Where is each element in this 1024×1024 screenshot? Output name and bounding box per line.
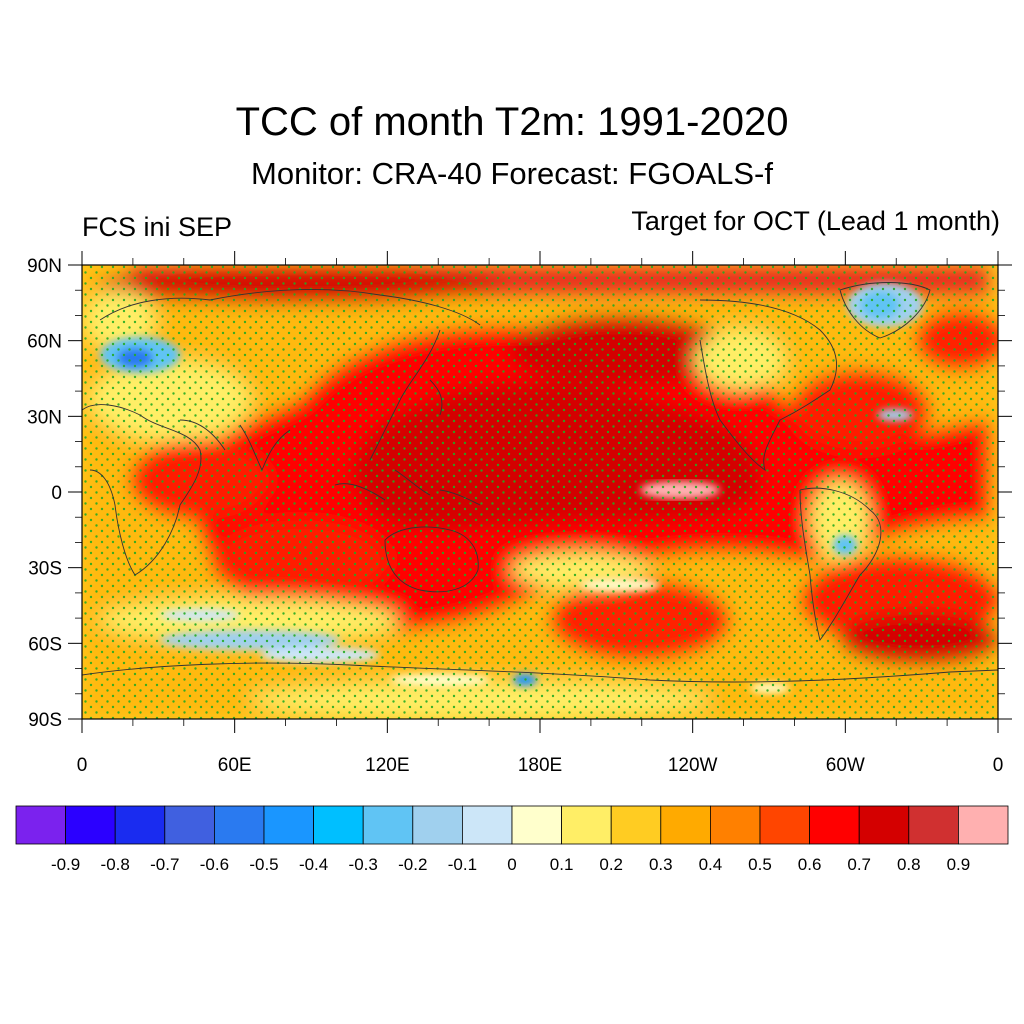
colorbar-swatch xyxy=(809,805,860,845)
colorbar-swatch xyxy=(660,805,711,845)
colorbar-swatch xyxy=(412,805,463,845)
map-subtitle: Monitor: CRA-40 Forecast: FGOALS-f xyxy=(251,156,773,191)
map-title: TCC of month T2m: 1991-2020 xyxy=(235,100,789,144)
axis-ticks xyxy=(68,251,1012,733)
colorbar-swatch xyxy=(511,805,562,845)
colorbar-swatch xyxy=(15,805,66,845)
colorbar-swatch xyxy=(362,805,414,845)
colorbar-swatch xyxy=(65,805,116,845)
colorbar-swatch xyxy=(958,805,1009,845)
x-tick-label: 60W xyxy=(826,755,865,776)
colorbar-label: 0.1 xyxy=(550,855,574,874)
x-tick-label: 120W xyxy=(668,755,718,776)
colorbar-label: -0.1 xyxy=(448,855,477,874)
colorbar-label: 0.5 xyxy=(748,855,772,874)
colorbar-swatch xyxy=(561,805,612,845)
colorbar-swatch xyxy=(908,805,959,845)
target-label: Target for OCT (Lead 1 month) xyxy=(631,206,1000,236)
correlation-field xyxy=(82,265,998,719)
colorbar-label: 0 xyxy=(507,855,516,874)
x-tick-label: 0 xyxy=(77,755,88,776)
y-tick-label: 60N xyxy=(27,332,62,353)
colorbar-swatch xyxy=(114,805,166,845)
colorbar-label: 0.2 xyxy=(599,855,623,874)
colorbar-swatch xyxy=(858,805,910,845)
colorbar-label: 0.9 xyxy=(947,855,971,874)
x-tick-label: 60E xyxy=(218,755,252,776)
colorbar-labels: -0.9 -0.8 -0.7 -0.6 -0.5 -0.4 -0.3 -0.2 -0.1 0 0.1… xyxy=(51,855,970,874)
colorbar-swatch xyxy=(313,805,364,845)
colorbar-swatch xyxy=(759,805,810,845)
y-tick-label: 0 xyxy=(51,483,62,504)
colorbar-label: -0.8 xyxy=(101,855,130,874)
colorbar-swatch xyxy=(710,805,761,845)
colorbar-label: 0.8 xyxy=(897,855,921,874)
colorbar-swatch xyxy=(213,805,265,845)
coastlines xyxy=(82,282,998,683)
colorbar-swatch xyxy=(263,805,314,845)
y-tick-label: 90S xyxy=(28,710,62,731)
colorbar-label: -0.5 xyxy=(249,855,278,874)
x-tick-label: 0 xyxy=(993,755,1004,776)
x-tick-label: 180E xyxy=(518,755,562,776)
colorbar-label: 0.3 xyxy=(649,855,673,874)
colorbar-swatch xyxy=(461,805,513,845)
colorbar-swatch xyxy=(610,805,662,845)
colorbar-swatch xyxy=(164,805,215,845)
y-tick-label: 90N xyxy=(27,256,62,277)
y-tick-label: 30N xyxy=(27,407,62,428)
colorbar-label: -0.3 xyxy=(349,855,378,874)
y-tick-label: 60S xyxy=(28,634,62,655)
x-tick-label: 120E xyxy=(365,755,409,776)
colorbar-label: -0.2 xyxy=(398,855,427,874)
init-label: FCS ini SEP xyxy=(82,212,233,242)
colorbar-label: 0.7 xyxy=(847,855,871,874)
colorbar-label: -0.4 xyxy=(299,855,328,874)
y-tick-label: 30S xyxy=(28,559,62,580)
colorbar xyxy=(15,805,1009,845)
colorbar-label: 0.6 xyxy=(798,855,822,874)
colorbar-label: -0.6 xyxy=(200,855,229,874)
colorbar-label: -0.9 xyxy=(51,855,80,874)
colorbar-label: 0.4 xyxy=(699,855,723,874)
colorbar-label: -0.7 xyxy=(150,855,179,874)
axis-tick-labels: 90N 60N 30N 0 30S 60S 90S 0 60E 120E 180E 120W 60W 0 xyxy=(27,256,1003,776)
